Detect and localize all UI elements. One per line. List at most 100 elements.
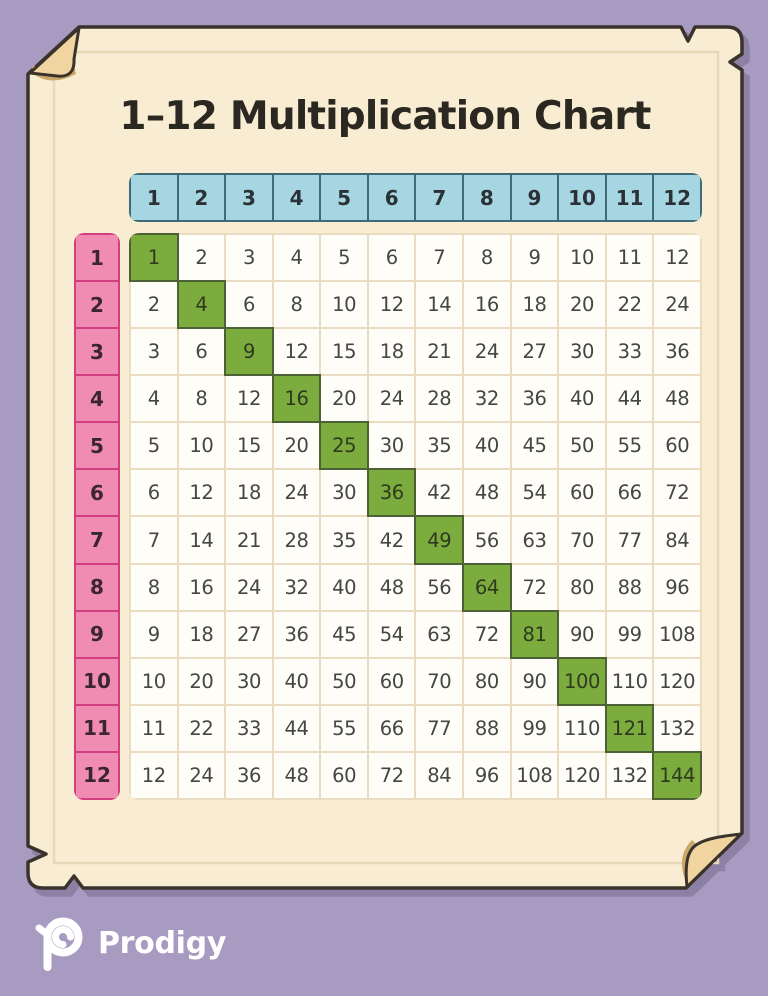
grid-cell: 12 xyxy=(131,752,177,798)
row-header-cell: 2 xyxy=(76,282,118,328)
grid-cell: 132 xyxy=(606,752,653,798)
grid-cell: 66 xyxy=(368,705,415,751)
column-header-cell: 7 xyxy=(416,175,463,220)
grid-cell: 72 xyxy=(511,564,558,610)
grid-cell: 4 xyxy=(131,376,177,422)
grid-cell-square-product: 64 xyxy=(464,564,510,610)
grid-cell: 80 xyxy=(464,658,510,704)
grid-cell: 6 xyxy=(368,235,415,281)
grid-cell: 2 xyxy=(131,282,177,328)
grid-cell: 33 xyxy=(606,329,653,375)
grid-cell: 54 xyxy=(368,611,415,657)
grid-cell: 63 xyxy=(511,517,558,563)
grid-cell: 21 xyxy=(226,517,272,563)
multiplication-grid: 1 2 3 4 5 6 7 8 9 10 11 12 2 4 6 8 10 12 14 16 18 20 22 24 3 6 9 12… xyxy=(129,233,702,800)
grid-cell: 30 xyxy=(368,423,415,469)
grid-cell: 48 xyxy=(464,470,510,516)
grid-cell: 44 xyxy=(273,705,320,751)
grid-cell: 12 xyxy=(273,329,320,375)
grid-cell: 99 xyxy=(606,611,653,657)
grid-cell-square-product: 49 xyxy=(416,517,463,563)
grid-cell: 24 xyxy=(226,564,272,610)
grid-cell: 40 xyxy=(273,658,320,704)
column-header-cell: 4 xyxy=(273,175,320,220)
grid-cell: 110 xyxy=(559,705,605,751)
grid-cell: 24 xyxy=(654,282,700,328)
grid-cell: 22 xyxy=(178,705,225,751)
grid-cell: 120 xyxy=(559,752,605,798)
grid-cell-square-product: 4 xyxy=(178,282,225,328)
grid-cell: 12 xyxy=(226,376,272,422)
grid-cell-square-product: 16 xyxy=(273,376,320,422)
brand-footer: Prodigy xyxy=(34,908,226,978)
grid-cell: 42 xyxy=(416,470,463,516)
grid-cell: 36 xyxy=(226,752,272,798)
fold-flap-bottomright xyxy=(684,832,743,889)
grid-cell: 32 xyxy=(273,564,320,610)
grid-cell: 50 xyxy=(321,658,367,704)
grid-cell: 5 xyxy=(321,235,367,281)
grid-cell: 60 xyxy=(654,423,700,469)
grid-cell: 96 xyxy=(464,752,510,798)
grid-cell: 60 xyxy=(321,752,367,798)
grid-cell: 54 xyxy=(511,470,558,516)
grid-cell: 30 xyxy=(226,658,272,704)
grid-cell: 30 xyxy=(559,329,605,375)
grid-cell: 3 xyxy=(226,235,272,281)
grid-cell: 10 xyxy=(321,282,367,328)
grid-cell: 108 xyxy=(654,611,700,657)
grid-cell: 110 xyxy=(606,658,653,704)
grid-cell: 5 xyxy=(131,423,177,469)
row-header-cell: 11 xyxy=(76,705,118,751)
grid-cell-square-product: 25 xyxy=(321,423,367,469)
grid-cell: 88 xyxy=(464,705,510,751)
grid-cell: 44 xyxy=(606,376,653,422)
column-header-cell: 9 xyxy=(511,175,558,220)
grid-cell: 40 xyxy=(464,423,510,469)
grid-cell-square-product: 121 xyxy=(606,705,653,751)
grid-cell: 28 xyxy=(273,517,320,563)
grid-cell: 45 xyxy=(511,423,558,469)
grid-cell: 77 xyxy=(606,517,653,563)
brand-name: Prodigy xyxy=(98,925,227,961)
grid-cell: 18 xyxy=(178,611,225,657)
grid-cell: 48 xyxy=(654,376,700,422)
grid-cell: 8 xyxy=(273,282,320,328)
grid-cell: 120 xyxy=(654,658,700,704)
grid-cell: 50 xyxy=(559,423,605,469)
grid-cell: 32 xyxy=(464,376,510,422)
column-header-row: 1 2 3 4 5 6 7 8 9 10 11 12 xyxy=(129,173,702,222)
grid-cell: 56 xyxy=(416,564,463,610)
row-header-column: 1 2 3 4 5 6 7 8 9 10 11 12 xyxy=(74,233,120,800)
grid-cell: 8 xyxy=(464,235,510,281)
grid-cell: 15 xyxy=(321,329,367,375)
column-header-cell: 8 xyxy=(464,175,510,220)
grid-cell: 6 xyxy=(178,329,225,375)
grid-cell-square-product: 100 xyxy=(559,658,605,704)
row-header-cell: 4 xyxy=(76,376,118,422)
grid-cell: 66 xyxy=(606,470,653,516)
row-header-cell: 12 xyxy=(76,752,118,798)
grid-cell: 18 xyxy=(511,282,558,328)
grid-cell: 16 xyxy=(464,282,510,328)
grid-cell: 70 xyxy=(416,658,463,704)
page-title: 1–12 Multiplication Chart xyxy=(119,94,651,139)
grid-cell: 27 xyxy=(511,329,558,375)
grid-cell: 24 xyxy=(464,329,510,375)
grid-cell: 55 xyxy=(321,705,367,751)
grid-cell: 72 xyxy=(654,470,700,516)
grid-cell: 14 xyxy=(178,517,225,563)
grid-cell: 132 xyxy=(654,705,700,751)
grid-cell: 72 xyxy=(464,611,510,657)
grid-cell: 12 xyxy=(654,235,700,281)
grid-cell: 11 xyxy=(131,705,177,751)
column-header-cell: 1 xyxy=(131,175,177,220)
grid-cell: 84 xyxy=(416,752,463,798)
grid-cell: 40 xyxy=(321,564,367,610)
grid-cell: 60 xyxy=(559,470,605,516)
grid-cell: 48 xyxy=(273,752,320,798)
grid-cell: 24 xyxy=(273,470,320,516)
grid-cell: 27 xyxy=(226,611,272,657)
grid-cell: 35 xyxy=(321,517,367,563)
